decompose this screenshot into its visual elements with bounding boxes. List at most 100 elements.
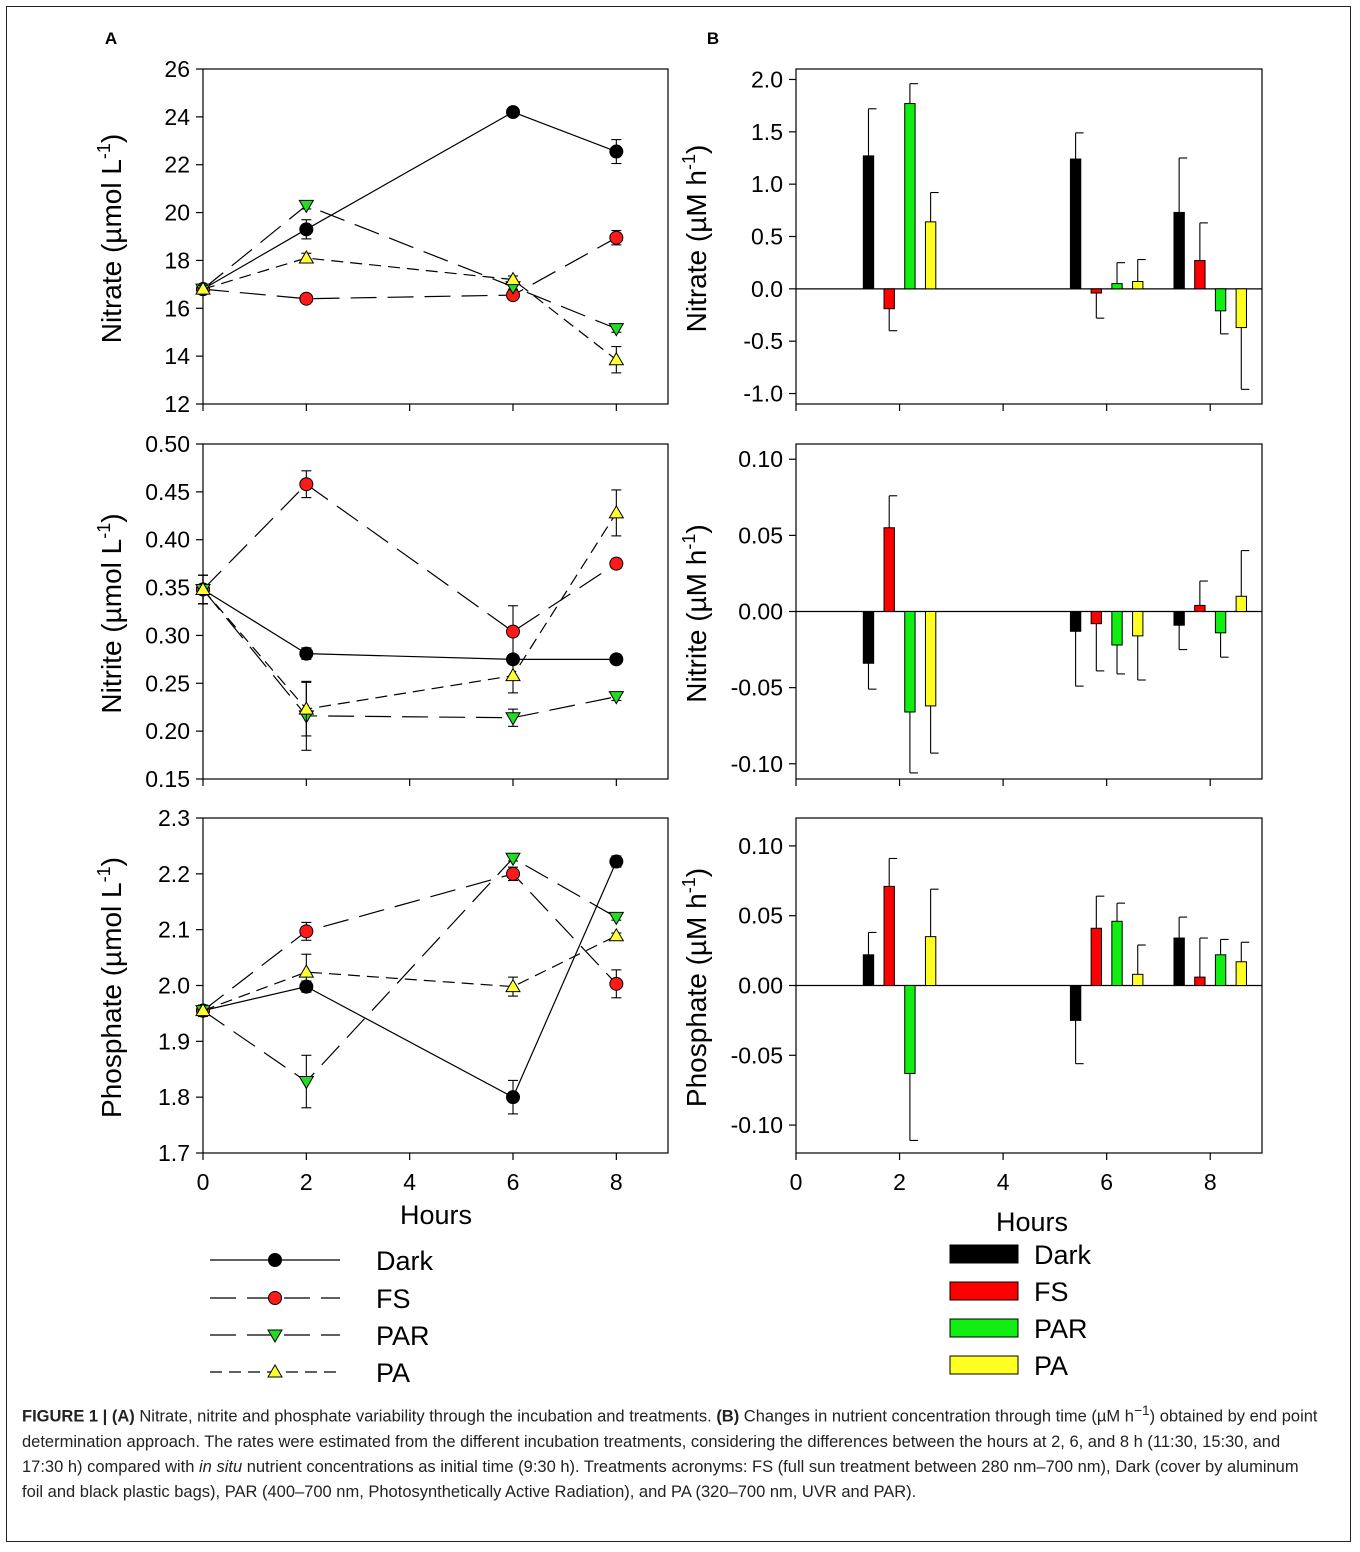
panel-label-a: A [105, 29, 117, 48]
series-line [202, 483, 617, 633]
series-line [202, 588, 617, 660]
y-axis-label: Phosphate (µmol L-1) [94, 857, 127, 1118]
y-tick-label: -0.05 [731, 1042, 783, 1068]
legend-marker [268, 1253, 282, 1267]
y-tick-label: 1.5 [751, 119, 783, 145]
series-par [904, 611, 1229, 774]
bar [883, 288, 895, 310]
y-tick-label: 0.00 [738, 599, 783, 625]
legend-label: PA [1034, 1351, 1068, 1381]
series-line [202, 873, 617, 1012]
x-tick-label: 6 [507, 1169, 520, 1195]
bar [924, 221, 937, 290]
data-point [195, 281, 211, 295]
legend-label: Dark [376, 1246, 434, 1276]
legend-swatch [949, 1281, 1019, 1301]
y-axis-label-sup: -1 [679, 877, 699, 893]
caption-b-tag: (B) [716, 1407, 740, 1426]
series-pa [195, 250, 625, 374]
y-axis-label-main: Nitrate (µM h [681, 170, 712, 332]
y-tick-label: 14 [164, 343, 190, 369]
legend-label: FS [1034, 1277, 1069, 1307]
legend-b-item-par: PAR [949, 1314, 1088, 1344]
chart-B-nitrate: -1.0 -0.5 0.0 0.5 1.0 1.5 2.0 Nitrate (µM h-1) [679, 66, 1263, 411]
y-axis-label-main: Nitrite (µM h [681, 550, 712, 703]
y-tick-label: 16 [164, 295, 190, 321]
y-tick-label: 0.10 [738, 446, 783, 472]
caption-b-text-3: nutrient concentrations as initial time … [22, 1457, 1299, 1501]
y-tick-label: 0.20 [145, 718, 190, 744]
y-axis-label-main: Phosphate (µM h [681, 893, 712, 1107]
data-point [298, 199, 315, 214]
chart-A-nitrite: 0.15 0.20 0.25 0.30 0.35 0.40 0.45 0.50 Nitrite … [94, 431, 669, 792]
data-point [505, 712, 521, 726]
y-axis-label-sup: -1 [679, 154, 699, 170]
y-tick-label: 0.25 [145, 670, 190, 696]
y-tick-label: 0.15 [145, 766, 190, 792]
x-tick-label: 4 [403, 1169, 416, 1195]
x-tick-label: 2 [893, 1169, 906, 1195]
legend-a-item-fs: FS [210, 1284, 411, 1314]
y-tick-label: -0.5 [743, 328, 783, 354]
series-dark [862, 916, 1188, 1065]
legend-label: Dark [1034, 1240, 1092, 1270]
y-axis-label: Phosphate (µM h-1) [679, 868, 712, 1107]
data-point [506, 866, 520, 881]
series-line [202, 257, 617, 361]
series-pa [924, 550, 1250, 754]
caption-b-sup: −1 [1133, 1403, 1150, 1418]
series-line [202, 861, 617, 1099]
caption-a-tag: (A) [111, 1407, 135, 1426]
series-line [202, 237, 617, 300]
data-point [299, 291, 314, 306]
data-point [505, 852, 521, 867]
y-tick-label: 0.10 [738, 833, 783, 859]
y-tick-label: 2.1 [158, 917, 190, 943]
y-tick-label: -0.10 [731, 1112, 783, 1138]
bar [1111, 920, 1123, 987]
data-point [298, 964, 315, 978]
bar [1069, 985, 1082, 1021]
plot-frame [202, 443, 669, 780]
data-point [609, 556, 624, 571]
series-pa [924, 888, 1250, 986]
series-line [202, 857, 617, 1083]
y-axis-label-main: Nitrite (µmol L [96, 539, 127, 714]
series-fs [196, 470, 624, 658]
caption-a-text: Nitrate, nitrite and phosphate variabili… [134, 1407, 717, 1426]
series-dark [196, 105, 624, 297]
y-axis-label-sup: -1 [94, 523, 114, 539]
series-dark [862, 108, 1188, 290]
data-point [609, 854, 624, 869]
data-point [608, 504, 625, 519]
y-axis-label-end: ) [96, 134, 127, 143]
y-tick-label: 20 [164, 200, 190, 226]
caption-b-text-2: ) obtained by end point determination ap… [22, 1407, 1318, 1476]
bar [883, 527, 895, 612]
bar [1173, 937, 1185, 987]
bar [904, 985, 916, 1074]
y-tick-label: 0.05 [738, 522, 783, 548]
data-point [608, 691, 625, 705]
x-tick-label: 0 [790, 1169, 803, 1195]
bar [1111, 611, 1123, 646]
data-point [608, 911, 625, 926]
data-point [505, 271, 521, 286]
y-tick-label: 26 [164, 56, 190, 82]
data-point [298, 1076, 315, 1090]
series-fs [883, 222, 1208, 332]
x-tick-label: 8 [1204, 1169, 1217, 1195]
series-dark [862, 611, 1188, 690]
y-tick-label: 0.40 [145, 527, 190, 553]
bar [1214, 611, 1227, 634]
data-point [609, 976, 624, 991]
y-axis-label: Nitrate (µM h-1) [679, 145, 712, 333]
legend-marker [268, 1291, 282, 1305]
plot-frame [202, 68, 669, 405]
y-tick-label: -0.05 [731, 675, 783, 701]
y-tick-label: 1.7 [158, 1140, 190, 1166]
x-tick-label: 4 [997, 1169, 1010, 1195]
data-point [505, 978, 521, 993]
series-par [904, 83, 1229, 335]
